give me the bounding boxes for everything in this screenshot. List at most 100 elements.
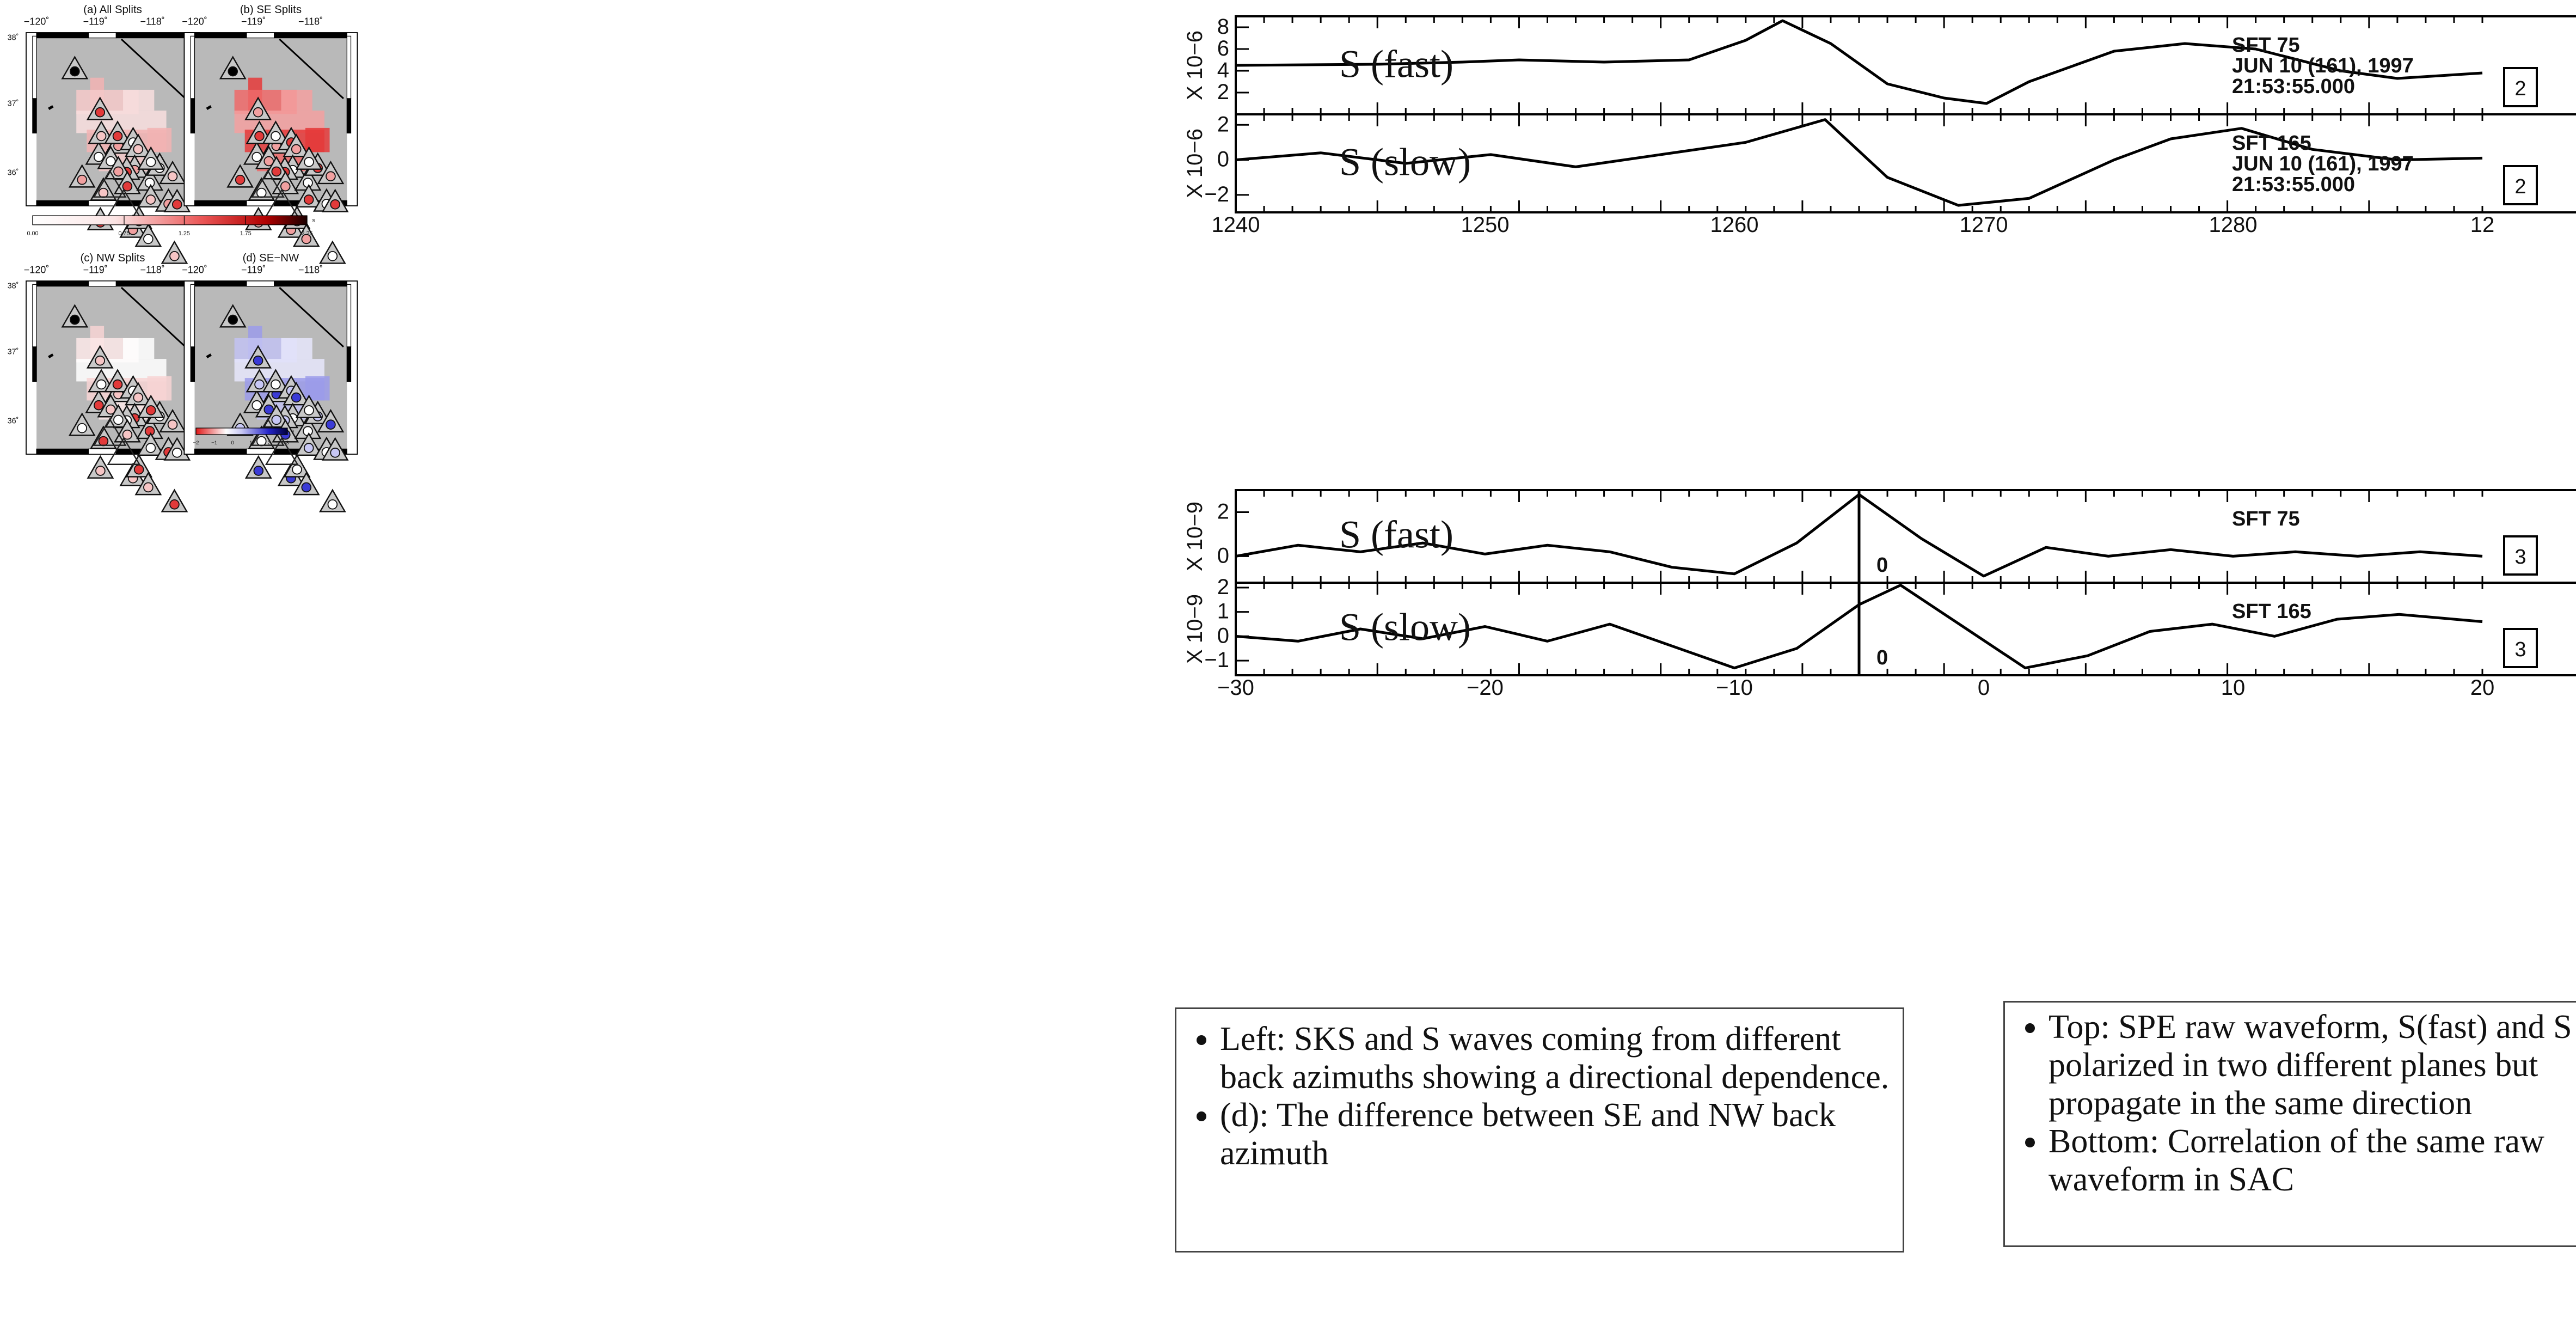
map-figure: (a) All Splits −120˚ −119˚ −118˚ 38˚ 37˚ 36˚ (b… [0, 0, 980, 1335]
x-tick-label: 1270 [1960, 213, 2008, 237]
split-dot [303, 443, 314, 453]
lat-tick-label: 37˚ [8, 99, 19, 108]
trace-label: S (slow) [1339, 605, 1471, 649]
colorbar-bar [32, 215, 308, 225]
split-dot [169, 251, 180, 261]
split-dot [235, 174, 246, 185]
lon-tick-label: −119˚ [241, 16, 266, 27]
frame-tick-bottom-0 [36, 448, 89, 455]
frame-tick-left-0 [190, 98, 195, 134]
frame-tick-left-1 [32, 284, 37, 347]
split-dot [145, 194, 156, 205]
trace-frame [1235, 113, 2576, 213]
split-dot [70, 66, 80, 77]
colorbar-diff-tick-label: 2 [268, 440, 271, 446]
split-dot [167, 171, 178, 182]
x-tick-label: 12 [2470, 213, 2495, 237]
frame-tick-top-1 [246, 32, 275, 39]
split-dot [145, 405, 156, 416]
shaded-cell [123, 338, 155, 359]
lon-tick-label: −120˚ [24, 16, 50, 27]
split-dot [96, 379, 107, 390]
split-dot [253, 355, 263, 366]
right-notes-box: Top: SPE raw waveform, S(fast) and S (sl… [2003, 1001, 2576, 1247]
colorbar-unit: s [312, 217, 316, 224]
shaded-cell [281, 338, 312, 359]
frame-tick-top-1 [88, 32, 116, 39]
frame-tick-right-0 [346, 98, 352, 134]
left-notes-box: Left: SKS and S waves coming from differ… [1175, 1007, 1904, 1253]
y-tick-label: 2 [1217, 80, 1229, 104]
frame-tick-top-1 [88, 280, 116, 287]
y-tick-label: 4 [1217, 58, 1229, 82]
frame-tick-top-2 [115, 280, 189, 287]
trace-box-label: 2 [2514, 77, 2526, 100]
split-dot [94, 400, 104, 411]
split-dot [98, 187, 109, 198]
marker-label: 0 [1876, 554, 1888, 577]
frame-tick-bottom-1 [246, 200, 275, 206]
split-dot [167, 419, 178, 430]
map-panel-title: (d) SE−NW [243, 252, 299, 264]
frame-tick-bottom-1 [88, 200, 116, 206]
station-no-split [251, 169, 285, 198]
colorbar-diff-tick-label: 3 [286, 440, 289, 446]
frame-tick-bottom-1 [88, 448, 116, 455]
split-dot [292, 464, 302, 475]
small-fault [206, 105, 212, 110]
split-dot [171, 199, 182, 210]
trace-box [2503, 628, 2538, 668]
split-dot [271, 131, 281, 142]
trace-header: 21:53:55.000 [2232, 173, 2355, 196]
split-dot [145, 157, 156, 167]
map-layout: (a) All Splits −120˚ −119˚ −118˚ 38˚ 37˚ 36˚ (b… [8, 4, 358, 512]
colorbar-seconds: 0.00 0.75 1.25 1.75 2.25s [27, 215, 316, 237]
map-panel-title: (c) NW Splits [81, 252, 145, 264]
split-dot [98, 436, 109, 447]
left-note-1: Left: SKS and S waves coming from differ… [1220, 1020, 1892, 1096]
trace-label: S (slow) [1339, 140, 1471, 184]
split-dot [228, 314, 238, 325]
split-dot [326, 171, 336, 182]
fault-line [120, 286, 186, 347]
split-dot [143, 234, 154, 245]
lon-tick-label: −119˚ [83, 265, 108, 276]
shaded-cell [281, 89, 312, 111]
frame-tick-left-0 [32, 98, 37, 134]
waveform-trace [1235, 19, 2483, 105]
lat-tick-label: 36˚ [8, 169, 19, 178]
split-dot [291, 144, 302, 155]
split-dot [96, 131, 107, 142]
colorbar-diff-unit: s [291, 428, 294, 434]
split-dot [271, 379, 281, 390]
split-dot [228, 66, 238, 77]
x-tick-label: −10 [1716, 676, 1753, 700]
frame-tick-right-1 [346, 35, 352, 99]
frame-tick-right-0 [346, 346, 352, 382]
lon-tick-label: −120˚ [182, 265, 207, 276]
frame-tick-left-0 [32, 346, 37, 382]
small-fault [48, 105, 54, 110]
trace-box-label: 2 [2514, 175, 2526, 198]
split-dot [303, 194, 314, 205]
x-tick-label: −20 [1467, 676, 1504, 700]
split-dot [95, 107, 106, 118]
colorbar-tick-label: 2.25 [301, 230, 312, 237]
x-tick-label: 10 [2221, 676, 2246, 700]
station-no-split [93, 169, 127, 198]
split-dot [169, 499, 180, 510]
split-dot [70, 314, 80, 325]
fault-line [279, 38, 344, 99]
frame-tick-top-1 [246, 280, 275, 287]
right-note-1: Top: SPE raw waveform, S(fast) and S (sl… [2048, 1008, 2576, 1122]
x-tick-label: 1260 [1710, 213, 1759, 237]
trace-box [2503, 165, 2538, 205]
lon-tick-label: −118˚ [140, 265, 165, 276]
y-axis-label: X 10−9 [1183, 502, 1207, 571]
fault-line [120, 38, 186, 99]
lon-tick-label: −118˚ [298, 265, 323, 276]
trace-box [2503, 67, 2538, 107]
split-dot [113, 166, 124, 177]
lon-tick-label: −119˚ [83, 16, 108, 27]
lon-tick-label: −118˚ [298, 16, 323, 27]
